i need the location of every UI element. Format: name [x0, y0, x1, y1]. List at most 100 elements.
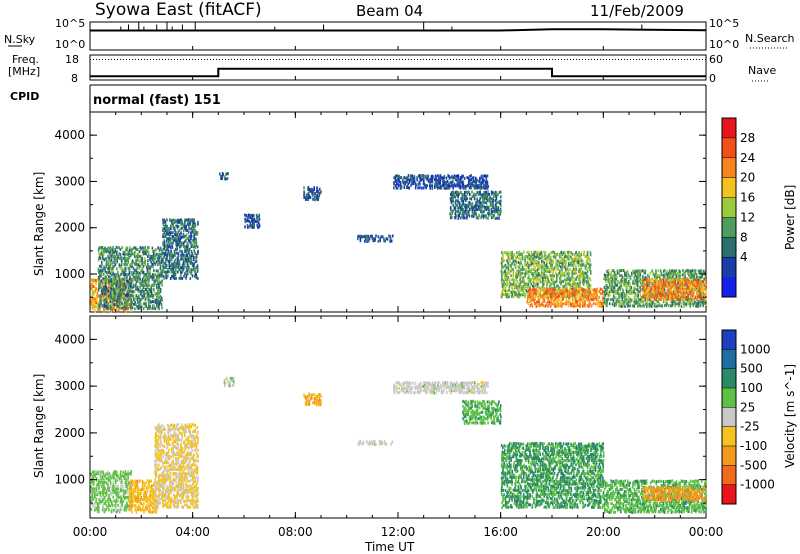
- power-cell: [475, 176, 477, 180]
- power-cell: [113, 250, 115, 254]
- power-cell: [580, 295, 582, 298]
- power-cell: [574, 304, 576, 308]
- power-cell: [553, 252, 556, 256]
- power-cell: [667, 277, 670, 281]
- power-cell: [104, 304, 106, 308]
- power-cell: [664, 278, 666, 282]
- power-cell: [180, 220, 182, 224]
- power-cell: [147, 259, 149, 263]
- power-cell: [541, 263, 543, 267]
- power-cell: [257, 222, 259, 226]
- power-cell: [649, 297, 652, 301]
- power-cell: [151, 276, 154, 279]
- power-cell: [454, 178, 457, 182]
- power-cell: [521, 280, 524, 284]
- power-cell: [619, 269, 621, 273]
- power-cell: [481, 214, 483, 218]
- power-cell: [543, 255, 546, 259]
- power-cell: [542, 265, 544, 269]
- power-cell: [121, 267, 123, 271]
- power-cell: [244, 217, 246, 221]
- power-cell: [469, 207, 472, 211]
- power-cell: [564, 259, 567, 263]
- velocity-cell: [113, 491, 115, 495]
- power-cell: [479, 192, 481, 196]
- power-cell: [458, 178, 461, 181]
- power-cell: [671, 282, 673, 286]
- power-cell: [122, 271, 124, 275]
- power-cell: [140, 259, 142, 263]
- power-cell: [132, 294, 135, 298]
- power-cell: [375, 234, 377, 238]
- power-cell: [99, 308, 101, 312]
- power-cell: [553, 251, 556, 254]
- power-cell: [195, 258, 197, 262]
- power-cell: [163, 230, 166, 234]
- power-cell: [96, 296, 98, 300]
- power-cell: [162, 274, 165, 278]
- power-cell: [314, 198, 317, 202]
- power-cell: [694, 300, 697, 304]
- power-cell: [623, 277, 625, 281]
- power-cell: [126, 263, 129, 267]
- power-cell: [512, 288, 514, 292]
- power-cell: [593, 288, 596, 292]
- power-cell: [175, 233, 177, 237]
- power-cell: [499, 207, 502, 211]
- power-cell: [193, 233, 195, 237]
- power-cell: [648, 291, 650, 295]
- power-cell: [539, 280, 542, 284]
- power-cell: [569, 261, 571, 265]
- power-cell: [135, 260, 137, 264]
- power-cell: [534, 288, 536, 292]
- power-cell: [548, 257, 551, 261]
- power-cell: [137, 271, 140, 275]
- power-cell: [413, 178, 416, 182]
- power-cell: [120, 256, 123, 260]
- power-cell: [588, 300, 591, 304]
- power-cell: [142, 307, 145, 311]
- power-cell: [105, 285, 108, 289]
- power-cell: [174, 228, 176, 232]
- power-cell: [558, 294, 560, 298]
- power-cell: [154, 248, 157, 252]
- power-cell: [634, 271, 637, 275]
- power-cell: [536, 261, 539, 265]
- power-cell: [701, 296, 703, 300]
- power-cell: [187, 230, 190, 234]
- velocity-cell: [109, 504, 112, 508]
- power-cell: [170, 249, 172, 253]
- power-cell: [97, 279, 100, 283]
- power-cell: [99, 264, 101, 268]
- power-cell: [169, 239, 172, 243]
- power-cell: [158, 300, 160, 304]
- power-cell: [636, 290, 639, 294]
- power-cell: [156, 275, 158, 279]
- power-cell: [251, 219, 253, 223]
- power-cell: [124, 287, 127, 291]
- power-cell: [191, 229, 194, 233]
- power-cell: [466, 214, 468, 218]
- power-cell: [138, 275, 141, 279]
- power-cell: [380, 235, 382, 239]
- power-cell: [646, 304, 648, 308]
- power-cell: [512, 255, 514, 259]
- power-cell: [155, 300, 158, 304]
- power-cell: [684, 302, 686, 306]
- velocity-cell: [95, 486, 98, 490]
- power-cell: [575, 252, 577, 256]
- power-cell: [543, 282, 545, 286]
- power-cell: [166, 243, 168, 247]
- velocity-cell: [101, 481, 104, 485]
- power-cell: [658, 284, 661, 288]
- power-cell: [592, 294, 594, 298]
- power-cell: [126, 258, 129, 262]
- power-cell: [119, 306, 121, 310]
- velocity-cell: [112, 508, 114, 512]
- power-cell: [513, 282, 516, 286]
- power-cell: [458, 192, 460, 196]
- power-cell: [255, 213, 258, 217]
- power-cell: [552, 300, 554, 304]
- power-cell: [145, 289, 147, 293]
- power-cell: [697, 275, 700, 279]
